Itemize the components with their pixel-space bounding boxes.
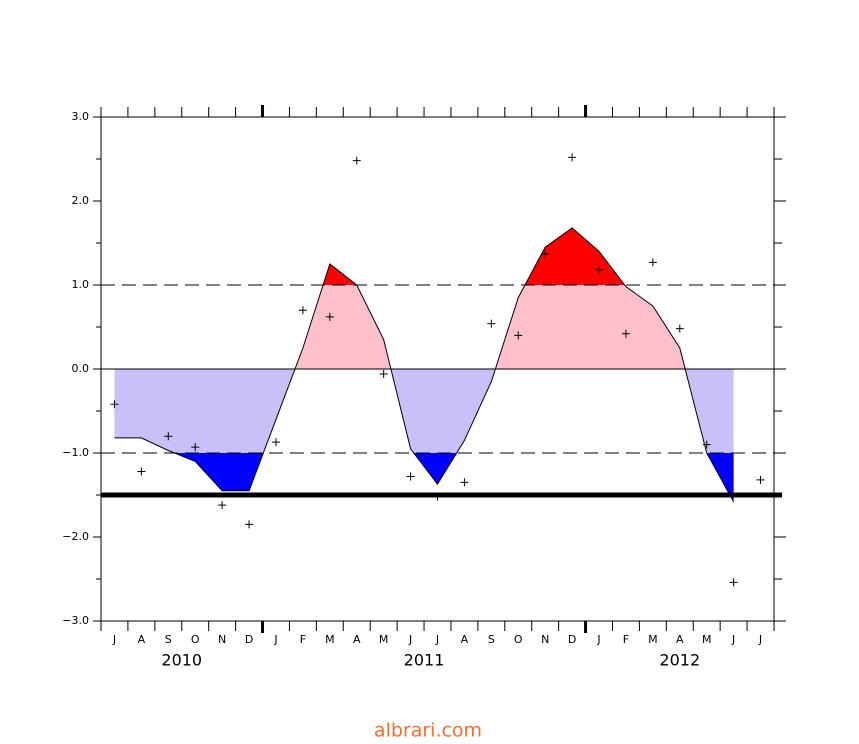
cross-marker [595,265,604,274]
anomaly-fill [114,369,734,453]
cross-marker [110,400,119,409]
cross-marker [164,432,173,441]
cross-marker [756,475,765,484]
y-tick-label: −3.0 [62,614,89,627]
anomaly-fill [114,285,734,369]
cross-marker [487,319,496,328]
x-tick-label: J [758,633,762,646]
x-tick-label: A [676,633,684,646]
x-tick-label: M [648,633,658,646]
year-label: 2010 [161,651,202,670]
x-tick-label: A [353,633,361,646]
cross-marker [702,440,711,449]
y-tick-label: −2.0 [62,530,89,543]
x-tick-label: N [218,633,226,646]
anomaly-fill [174,453,734,502]
cross-marker [298,306,307,315]
x-tick-label: F [623,633,629,646]
x-tick-label: F [300,633,306,646]
cross-marker [568,153,577,162]
x-tick-label: J [273,633,277,646]
cross-marker [460,478,469,487]
cross-marker [137,467,146,476]
cross-marker [379,370,388,379]
cross-marker [271,438,280,447]
cross-marker [541,249,550,258]
x-tick-label: A [461,633,469,646]
line [114,227,735,502]
cross-marker [621,329,630,338]
year-label: 2012 [659,651,700,670]
y-tick-label: 2.0 [72,194,90,207]
year-label: 2011 [404,651,445,670]
x-tick-label: J [596,633,600,646]
cross-marker [648,258,657,267]
x-tick-label: M [325,633,335,646]
cross-marker [514,331,523,340]
watermark: albrari.com [374,720,482,741]
anomaly-fill [323,227,625,285]
y-tick-label: 3.0 [72,110,90,123]
x-tick-label: S [165,633,172,646]
y-tick-label: −1.0 [62,446,89,459]
cross-marker [729,578,738,587]
x-tick-label: N [541,633,549,646]
x-tick-label: M [379,633,389,646]
x-tick-label: S [488,633,495,646]
x-tick-label: J [435,633,439,646]
cross-marker [218,501,227,510]
x-tick-label: J [731,633,735,646]
cross-marker [433,492,442,501]
x-tick-label: O [514,633,523,646]
x-tick-label: M [702,633,712,646]
x-tick-label: J [408,633,412,646]
x-tick-label: D [245,633,253,646]
x-tick-label: D [568,633,576,646]
cross-marker [325,312,334,321]
x-tick-label: A [138,633,146,646]
cross-marker [352,156,361,165]
x-tick-label: J [112,633,116,646]
cross-marker [245,520,254,529]
x-tick-label: O [191,633,200,646]
y-tick-label: 1.0 [72,278,90,291]
y-tick-label: 0.0 [72,362,90,375]
cross-marker [406,472,415,481]
cross-marker [191,443,200,452]
cross-marker [675,324,684,333]
